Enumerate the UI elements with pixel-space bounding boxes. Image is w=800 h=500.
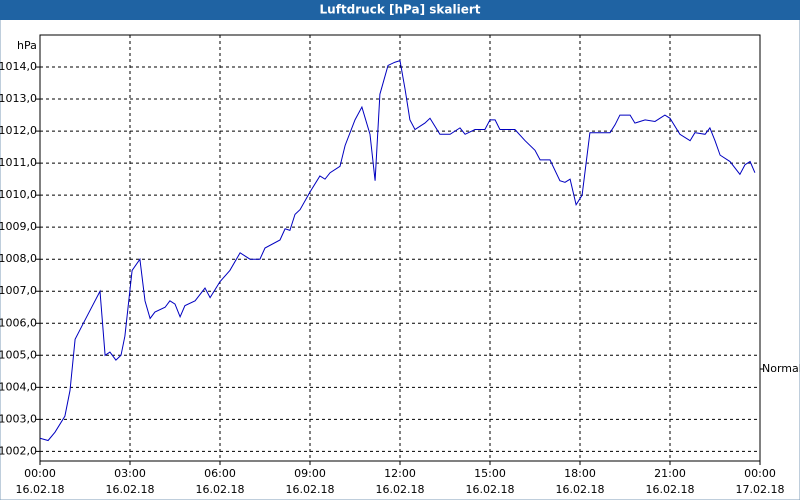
x-tick-date: 16.02.18 (646, 483, 695, 496)
y-tick-label: 1005,0 (0, 348, 37, 361)
data-line (39, 59, 756, 442)
y-tick-label: 1003,0 (0, 412, 37, 425)
x-tick-date: 16.02.18 (16, 483, 65, 496)
title-bar (0, 0, 800, 20)
x-tick-label: 03:00 (114, 467, 146, 480)
x-tick-label: 15:00 (474, 467, 506, 480)
x-tick-date: 17.02.18 (736, 483, 785, 496)
y-tick-label: 1006,0 (0, 316, 37, 329)
y-tick-label: 1009,0 (0, 220, 37, 233)
x-tick-label: 09:00 (294, 467, 326, 480)
y-tick-label: 1002,0 (0, 444, 37, 457)
x-tick-date: 16.02.18 (106, 483, 155, 496)
y-tick-label: 1008,0 (0, 252, 37, 265)
x-tick-date: 16.02.18 (196, 483, 245, 496)
x-tick-date: 16.02.18 (466, 483, 515, 496)
chart-title: Luftdruck [hPa] skaliert (320, 3, 481, 17)
y-tick-label: 1011,0 (0, 156, 37, 169)
y-axis-label: hPa (17, 39, 37, 52)
x-tick-date: 16.02.18 (556, 483, 605, 496)
x-tick-label: 00:00 (24, 467, 56, 480)
y-tick-label: 1013,0 (0, 92, 37, 105)
x-tick-label: 12:00 (384, 467, 416, 480)
x-tick-date: 16.02.18 (286, 483, 335, 496)
x-tick-date: 16.02.18 (376, 483, 425, 496)
y-tick-label: 1010,0 (0, 188, 37, 201)
y-tick-label: 1007,0 (0, 284, 37, 297)
series-label: Normal (762, 362, 800, 375)
x-tick-label: 00:00 (744, 467, 776, 480)
y-tick-label: 1004,0 (0, 380, 37, 393)
x-tick-label: 06:00 (204, 467, 236, 480)
x-tick-label: 21:00 (654, 467, 686, 480)
y-tick-label: 1014,0 (0, 60, 37, 73)
x-tick-label: 18:00 (564, 467, 596, 480)
y-tick-label: 1012,0 (0, 124, 37, 137)
